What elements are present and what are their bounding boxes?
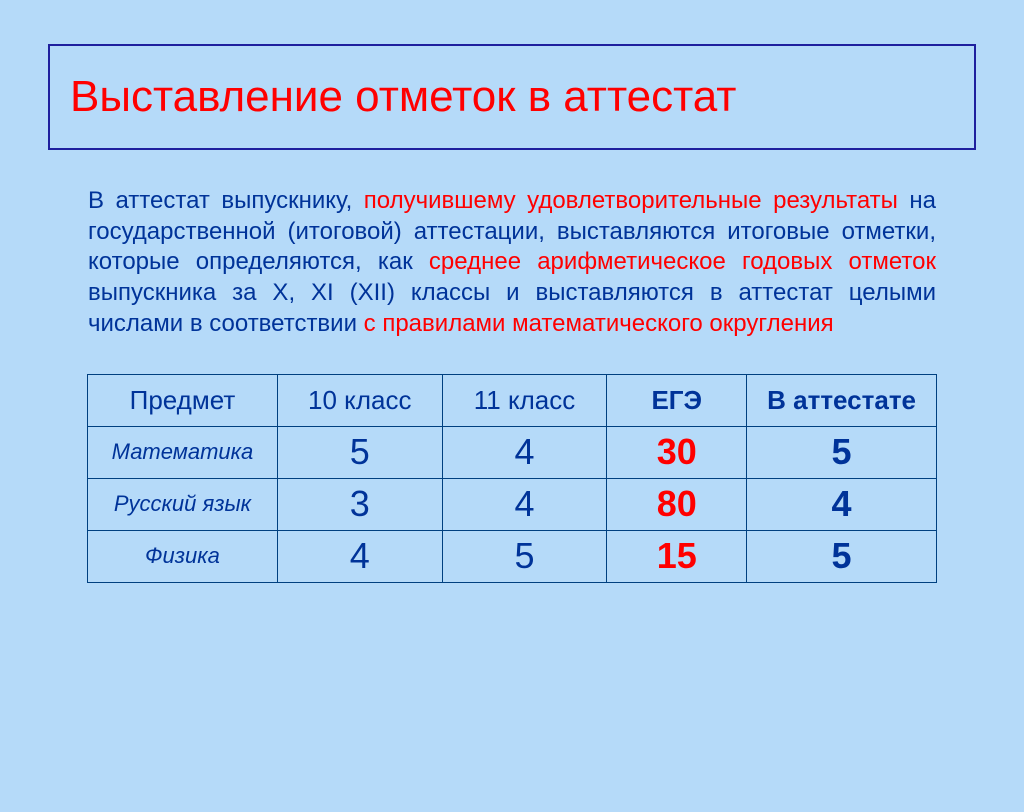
cell-g11: 4 [442,426,607,478]
grades-table: Предмет 10 класс 11 класс ЕГЭ В аттестат… [87,374,937,583]
para-t2: , [346,187,364,214]
cell-att: 5 [747,530,937,582]
para-t1: В аттестат выпускнику [88,187,346,214]
page-title: Выставление отметок в аттестат [70,72,954,122]
cell-att: 5 [747,426,937,478]
table-row: Физика 4 5 15 5 [88,530,937,582]
cell-ege: 80 [607,478,747,530]
header-ege: ЕГЭ [607,374,747,426]
cell-subject: Математика [88,426,278,478]
cell-att: 4 [747,478,937,530]
cell-subject: Физика [88,530,278,582]
cell-subject: Русский язык [88,478,278,530]
cell-ege: 15 [607,530,747,582]
cell-g11: 4 [442,478,607,530]
cell-g10: 3 [277,478,442,530]
para-t5: среднее арифметическое годовых отметок [429,248,936,275]
table-header-row: Предмет 10 класс 11 класс ЕГЭ В аттестат… [88,374,937,426]
cell-g10: 4 [277,530,442,582]
description-paragraph: В аттестат выпускнику, получившему удовл… [88,186,936,340]
header-attestat: В аттестате [747,374,937,426]
header-grade11: 11 класс [442,374,607,426]
title-container: Выставление отметок в аттестат [48,44,976,150]
para-t3: получившему удовлетворительные результат… [364,187,898,214]
para-t7: с правилами математического округления [364,310,834,337]
table-row: Русский язык 3 4 80 4 [88,478,937,530]
cell-g11: 5 [442,530,607,582]
header-subject: Предмет [88,374,278,426]
cell-ege: 30 [607,426,747,478]
table-row: Математика 5 4 30 5 [88,426,937,478]
header-grade10: 10 класс [277,374,442,426]
cell-g10: 5 [277,426,442,478]
